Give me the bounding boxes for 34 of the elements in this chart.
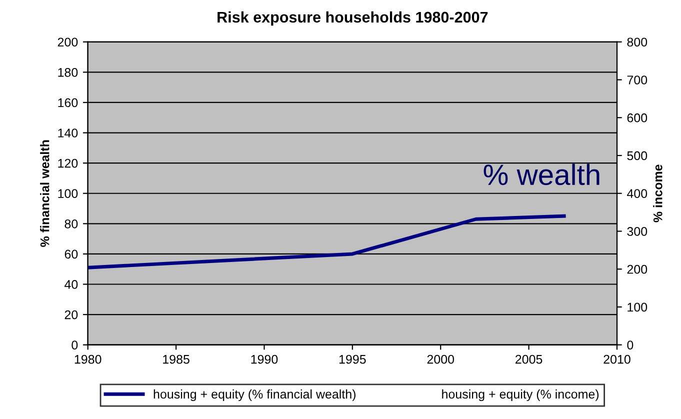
- y-tick-label: 160: [58, 98, 78, 108]
- y-tick-label: 60: [64, 250, 78, 259]
- y2-tick-label: 800: [627, 38, 648, 47]
- y-tick-label: 80: [64, 219, 78, 228]
- x-tick-label: 1985: [163, 354, 190, 364]
- y2-axis-title: % income: [653, 164, 662, 222]
- y-tick-label: 200: [58, 38, 78, 47]
- x-tick-label: 1990: [251, 354, 278, 364]
- x-tick-label: 1980: [74, 354, 102, 364]
- y2-tick-label: 200: [627, 264, 648, 274]
- x-tick-label: 2010: [604, 354, 630, 364]
- x-tick-label: 2000: [427, 354, 454, 364]
- y2-tick-label: 700: [627, 76, 648, 84]
- chart-title: Risk exposure households 1980-2007: [218, 11, 488, 26]
- y-tick-label: 20: [64, 310, 78, 320]
- y2-tick-label: 600: [627, 113, 648, 122]
- x-tick-label: 1995: [339, 354, 366, 364]
- y-tick-label: 100: [58, 189, 78, 198]
- y-tick-label: 180: [58, 68, 78, 77]
- y-axis-title: % financial wealth: [40, 140, 50, 247]
- y-tick-label: 120: [58, 158, 78, 168]
- text: housing + equity (% income): [442, 389, 599, 402]
- y-tick-label: 140: [58, 128, 78, 138]
- y-tick-label: 0: [72, 340, 78, 350]
- annotation: % wealth: [484, 164, 600, 186]
- y2-tick-label: 300: [627, 227, 648, 236]
- y2-tick-label: 100: [628, 302, 648, 312]
- line-series: [88, 214, 566, 270]
- y-tick-label: 40: [64, 280, 78, 289]
- y2-tick-label: 0: [627, 340, 634, 350]
- y2-tick-label: 400: [626, 189, 648, 198]
- x-tick-label: 2005: [516, 354, 542, 364]
- y2-tick-label: 500: [627, 151, 648, 160]
- legend-label: housing + equity (% financial wealth): [154, 389, 356, 402]
